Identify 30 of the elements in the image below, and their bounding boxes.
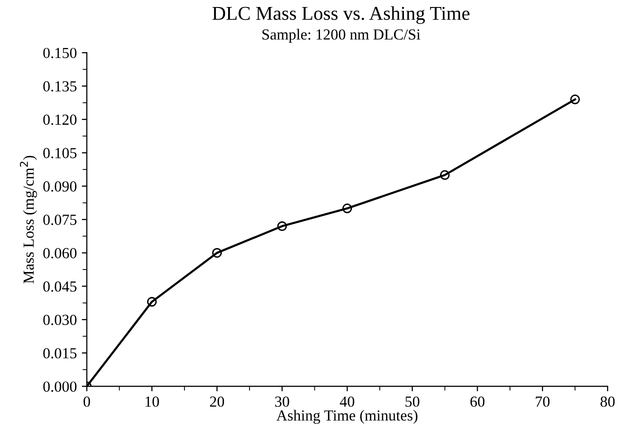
x-axis-title: Ashing Time (minutes): [276, 410, 418, 424]
y-tick-label: 0.150: [43, 48, 76, 58]
x-tick-label: 50: [406, 396, 420, 407]
chart-subtitle: Sample: 1200 nm DLC/Si: [262, 28, 420, 43]
x-tick-label: 80: [600, 396, 615, 407]
x-tick-label: 40: [340, 396, 354, 407]
y-tick-label: 0.000: [43, 381, 76, 392]
x-tick-label: 0: [84, 396, 90, 407]
y-tick-label: 0.015: [43, 348, 76, 358]
y-tick-label: 0.105: [43, 148, 76, 158]
y-tick-label: 0.075: [43, 214, 76, 226]
y-tick-label: 0.135: [43, 81, 76, 92]
y-axis-title: Mass Loss (mg/cm$^{2}$): [20, 156, 37, 284]
point: [440, 170, 450, 180]
x-tick-label: 30: [275, 396, 290, 407]
x-tick-label: 60: [470, 396, 484, 407]
y-tick-label: 0.090: [43, 181, 76, 192]
y-tick-label: 0.045: [43, 281, 76, 292]
point: [277, 221, 287, 232]
chart-title: DLC Mass Loss vs. Ashing Time: [212, 6, 470, 24]
x-tick-label: 20: [210, 396, 224, 407]
point: [570, 94, 580, 104]
point: [147, 296, 157, 307]
point: [212, 248, 222, 258]
y-tick-label: 0.120: [43, 114, 76, 125]
y-tick-label: 0.060: [43, 248, 76, 258]
point: [342, 204, 352, 214]
y-tick-label: 0.030: [43, 314, 76, 326]
x-tick-label: 10: [146, 396, 159, 407]
x-tick-label: 70: [536, 396, 550, 407]
